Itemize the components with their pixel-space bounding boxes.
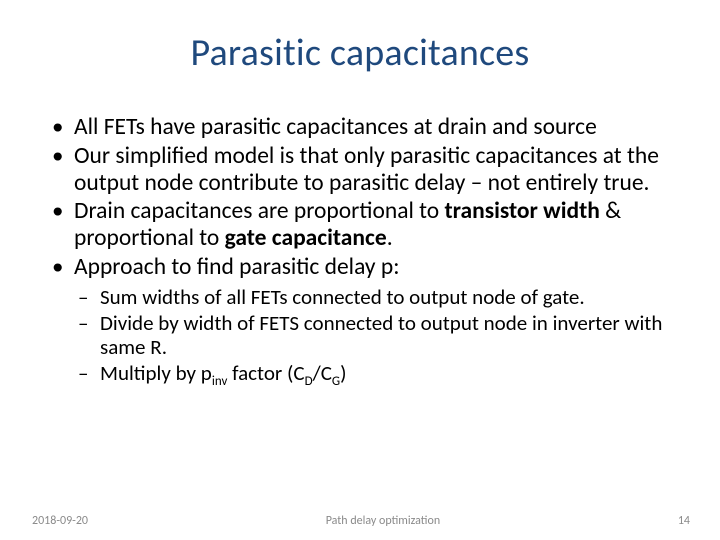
text-run: factor (C xyxy=(227,360,304,386)
footer-date: 2018-09-20 xyxy=(32,514,88,528)
text-run: /C xyxy=(313,360,332,386)
footer-title: Path delay optimization xyxy=(88,514,678,528)
slide: Parasitic capacitances All FETs have par… xyxy=(0,0,720,540)
bullet-item: Approach to find parasitic delay p: xyxy=(46,254,678,281)
text-bold: transistor width xyxy=(445,197,600,225)
sub-bullet-item: Multiply by pinv factor (CD/CG) xyxy=(46,361,678,385)
slide-footer: 2018-09-20 Path delay optimization 14 xyxy=(0,514,720,528)
text-bold: gate capacitance xyxy=(225,224,387,252)
subscript: D xyxy=(305,374,313,389)
sub-bullet-list: Sum widths of all FETs connected to outp… xyxy=(46,285,678,386)
slide-title: Parasitic capacitances xyxy=(42,30,678,76)
bullet-list: All FETs have parasitic capacitances at … xyxy=(46,114,678,281)
subscript: G xyxy=(332,374,340,389)
footer-page-number: 14 xyxy=(678,514,690,528)
sub-bullet-item: Sum widths of all FETs connected to outp… xyxy=(46,285,678,309)
slide-body: All FETs have parasitic capacitances at … xyxy=(42,114,678,385)
subscript: inv xyxy=(212,374,228,389)
bullet-item: Drain capacitances are proportional to t… xyxy=(46,198,678,252)
bullet-item: Our simplified model is that only parasi… xyxy=(46,143,678,197)
bullet-item: All FETs have parasitic capacitances at … xyxy=(46,114,678,141)
text-run: Drain capacitances are proportional to xyxy=(74,197,445,225)
text-run: Multiply by p xyxy=(100,360,212,386)
sub-bullet-item: Divide by width of FETS connected to out… xyxy=(46,311,678,359)
text-run: ) xyxy=(340,360,346,386)
text-run: . xyxy=(387,224,393,252)
